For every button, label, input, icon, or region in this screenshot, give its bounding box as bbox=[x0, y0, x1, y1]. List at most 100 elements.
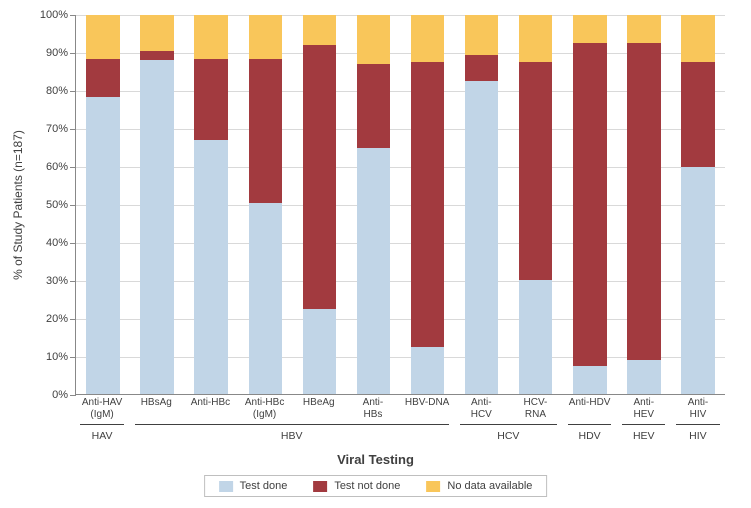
bar-segment-done bbox=[465, 81, 499, 394]
bar-slot bbox=[455, 15, 509, 394]
legend-swatch bbox=[426, 481, 440, 492]
y-tick-label: 10% bbox=[46, 351, 68, 363]
bar-segment-nodata bbox=[86, 15, 120, 59]
x-tick-label: Anti-HDV bbox=[563, 397, 617, 420]
y-tick-label: 60% bbox=[46, 161, 68, 173]
bar-slot bbox=[184, 15, 238, 394]
group-label: HIV bbox=[689, 430, 707, 442]
bar-segment-nodata bbox=[519, 15, 553, 62]
bar bbox=[411, 15, 445, 394]
group-underline bbox=[622, 424, 665, 425]
bar-segment-notdone bbox=[519, 62, 553, 280]
x-labels-row: Anti-HAV (IgM)HBsAgAnti-HBcAnti-HBc (IgM… bbox=[75, 397, 725, 420]
bar-slot bbox=[76, 15, 130, 394]
x-tick-label: HBeAg bbox=[292, 397, 346, 420]
bar-segment-nodata bbox=[573, 15, 607, 43]
bar-slot bbox=[130, 15, 184, 394]
bar-segment-notdone bbox=[140, 51, 174, 60]
bar-segment-nodata bbox=[627, 15, 661, 43]
bar-slot bbox=[346, 15, 400, 394]
bar-segment-done bbox=[86, 97, 120, 395]
legend-swatch bbox=[219, 481, 233, 492]
bar bbox=[249, 15, 283, 394]
bar-segment-nodata bbox=[303, 15, 337, 45]
bar-segment-nodata bbox=[194, 15, 228, 59]
bar-slot bbox=[509, 15, 563, 394]
x-tick-label: HBV-DNA bbox=[400, 397, 454, 420]
y-tick-label: 20% bbox=[46, 313, 68, 325]
bar-segment-done bbox=[303, 309, 337, 394]
y-tick-label: 100% bbox=[40, 9, 68, 21]
bar bbox=[519, 15, 553, 394]
group-underline bbox=[568, 424, 611, 425]
bar-segment-nodata bbox=[249, 15, 283, 59]
bar-slot bbox=[400, 15, 454, 394]
bar bbox=[303, 15, 337, 394]
bar-segment-notdone bbox=[86, 59, 120, 97]
x-tick-label: Anti- HIV bbox=[671, 397, 725, 420]
group-underline bbox=[80, 424, 123, 425]
group-labels: HAVHBVHCVHDVHEVHIV bbox=[75, 430, 725, 446]
legend-label: No data available bbox=[447, 480, 532, 492]
legend-label: Test not done bbox=[334, 480, 400, 492]
group-label: HCV bbox=[497, 430, 519, 442]
bar bbox=[573, 15, 607, 394]
x-tick-label: Anti- HCV bbox=[454, 397, 508, 420]
y-axis-title: % of Study Patients (n=187) bbox=[11, 130, 25, 280]
y-tick-label: 30% bbox=[46, 275, 68, 287]
bar-segment-notdone bbox=[411, 62, 445, 346]
legend-item: Test not done bbox=[313, 480, 400, 492]
group-label: HEV bbox=[633, 430, 655, 442]
bar bbox=[357, 15, 391, 394]
group-label: HAV bbox=[92, 430, 113, 442]
legend-item: Test done bbox=[219, 480, 288, 492]
legend-label: Test done bbox=[240, 480, 288, 492]
bar-segment-done bbox=[249, 203, 283, 394]
x-tick-label: HCV- RNA bbox=[508, 397, 562, 420]
y-tick-label: 50% bbox=[46, 199, 68, 211]
y-tick-label: 80% bbox=[46, 85, 68, 97]
y-tick-label: 0% bbox=[52, 389, 68, 401]
legend-swatch bbox=[313, 481, 327, 492]
bars-row bbox=[76, 15, 725, 394]
bar bbox=[681, 15, 715, 394]
bar-slot bbox=[292, 15, 346, 394]
y-tick-label: 90% bbox=[46, 47, 68, 59]
bar-segment-done bbox=[681, 167, 715, 394]
bar-segment-done bbox=[519, 280, 553, 394]
bar-segment-notdone bbox=[249, 59, 283, 203]
bar-segment-nodata bbox=[140, 15, 174, 51]
bar-segment-notdone bbox=[573, 43, 607, 365]
group-label: HDV bbox=[578, 430, 600, 442]
x-tick-label: HBsAg bbox=[129, 397, 183, 420]
bar-slot bbox=[617, 15, 671, 394]
legend: Test done Test not done No data available bbox=[204, 475, 548, 497]
x-tick-label: Anti- HEV bbox=[617, 397, 671, 420]
group-underline bbox=[460, 424, 558, 425]
bar-segment-nodata bbox=[411, 15, 445, 62]
bar-segment-done bbox=[627, 360, 661, 394]
bar-segment-done bbox=[357, 148, 391, 394]
bar-segment-notdone bbox=[465, 55, 499, 82]
bar bbox=[627, 15, 661, 394]
group-underline bbox=[135, 424, 449, 425]
viral-testing-chart: % of Study Patients (n=187) 0%10%20%30%4… bbox=[0, 0, 751, 508]
bar-segment-done bbox=[140, 60, 174, 394]
group-underline bbox=[676, 424, 719, 425]
bar-segment-notdone bbox=[681, 62, 715, 166]
x-tick-label: Anti- HBs bbox=[346, 397, 400, 420]
bar-segment-done bbox=[194, 140, 228, 394]
bar-segment-done bbox=[411, 347, 445, 394]
bar-segment-nodata bbox=[681, 15, 715, 62]
y-tick bbox=[70, 395, 76, 396]
bar-segment-nodata bbox=[357, 15, 391, 64]
y-tick-label: 70% bbox=[46, 123, 68, 135]
plot-area: 0%10%20%30%40%50%60%70%80%90%100% bbox=[75, 15, 725, 395]
bar-segment-done bbox=[573, 366, 607, 394]
x-axis-title: Viral Testing bbox=[337, 452, 414, 467]
bar bbox=[194, 15, 228, 394]
bar-segment-notdone bbox=[627, 43, 661, 359]
bar bbox=[140, 15, 174, 394]
bar-slot bbox=[238, 15, 292, 394]
bar bbox=[86, 15, 120, 394]
